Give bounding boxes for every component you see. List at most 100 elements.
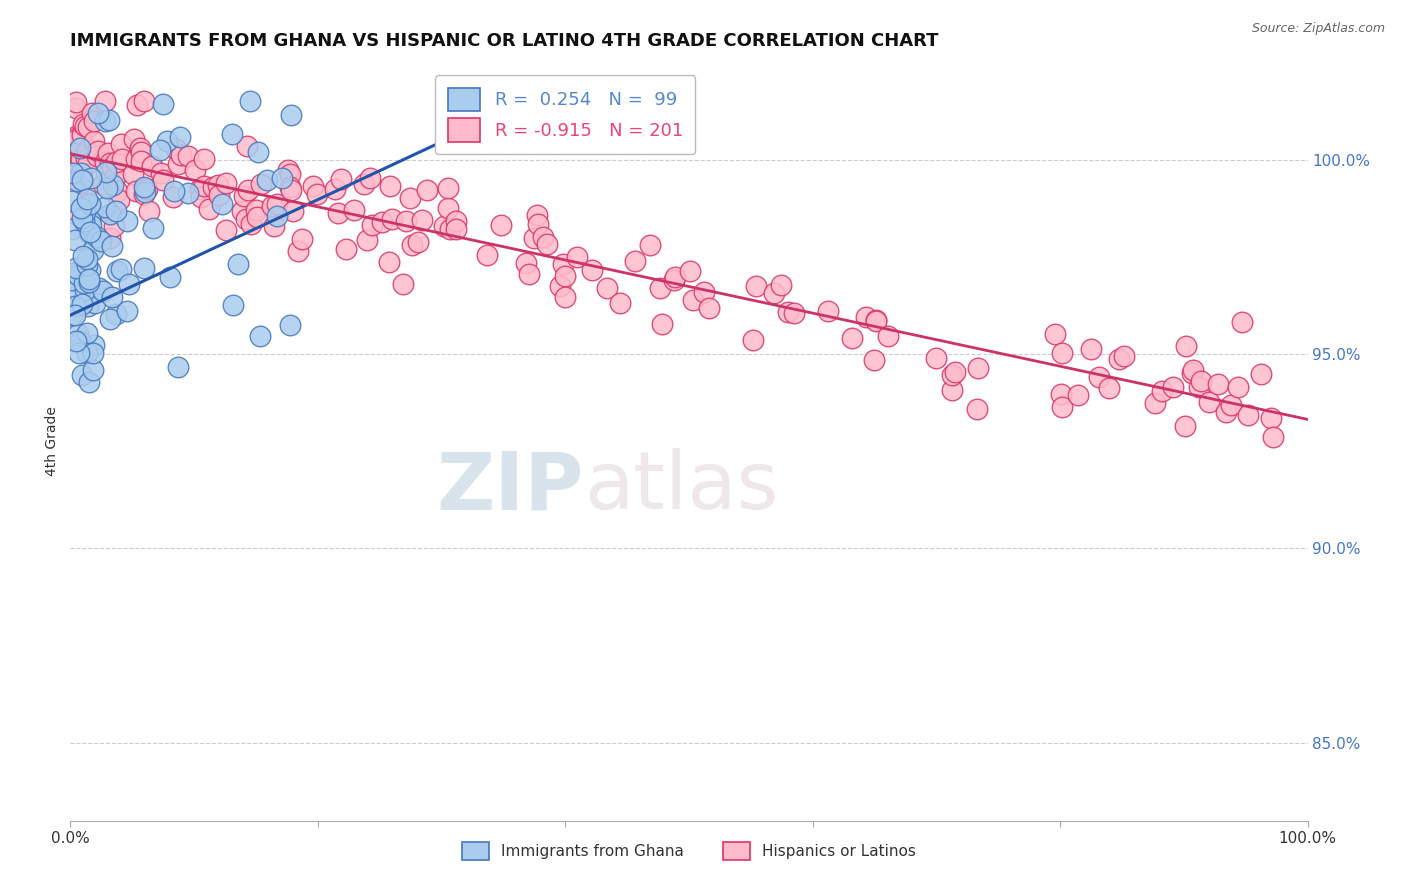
Point	[79, 225, 101, 239]
Point	[370, 215, 392, 229]
Point	[87, 144, 110, 158]
Point	[693, 285, 716, 299]
Point	[381, 212, 404, 227]
Point	[1182, 363, 1205, 377]
Point	[378, 255, 401, 269]
Point	[66, 327, 89, 342]
Point	[1181, 366, 1204, 380]
Point	[411, 213, 433, 227]
Point	[280, 182, 302, 196]
Point	[876, 328, 898, 343]
Point	[1250, 367, 1272, 381]
Point	[97, 146, 120, 161]
Point	[1206, 377, 1229, 392]
Point	[437, 202, 460, 216]
Point	[215, 223, 238, 237]
Point	[1220, 398, 1243, 412]
Point	[211, 196, 233, 211]
Point	[62, 221, 84, 235]
Point	[75, 260, 97, 274]
Point	[131, 154, 153, 169]
Point	[1232, 315, 1254, 329]
Point	[79, 276, 101, 290]
Point	[80, 218, 103, 232]
Point	[439, 222, 461, 236]
Point	[201, 180, 224, 194]
Point	[93, 200, 115, 214]
Point	[198, 202, 221, 217]
Point	[138, 203, 160, 218]
Point	[489, 218, 512, 232]
Point	[943, 365, 966, 379]
Point	[190, 190, 212, 204]
Point	[96, 180, 118, 194]
Point	[101, 239, 124, 253]
Point	[263, 219, 285, 233]
Point	[342, 202, 364, 217]
Point	[83, 296, 105, 310]
Point	[70, 201, 93, 215]
Point	[70, 368, 93, 383]
Point	[817, 303, 839, 318]
Point	[76, 346, 98, 360]
Point	[105, 184, 128, 198]
Point	[80, 171, 103, 186]
Point	[94, 114, 117, 128]
Point	[87, 281, 110, 295]
Point	[239, 95, 262, 109]
Point	[80, 203, 103, 218]
Point	[236, 138, 259, 153]
Point	[1108, 351, 1130, 366]
Point	[105, 155, 128, 169]
Point	[76, 143, 98, 157]
Point	[94, 154, 117, 169]
Point	[79, 263, 101, 277]
Point	[97, 113, 120, 128]
Point	[63, 233, 86, 247]
Point	[80, 227, 103, 241]
Point	[226, 257, 249, 271]
Point	[73, 276, 96, 290]
Point	[100, 206, 122, 220]
Point	[105, 264, 128, 278]
Point	[86, 149, 108, 163]
Point	[1050, 346, 1073, 360]
Point	[1215, 404, 1237, 418]
Legend: Immigrants from Ghana, Hispanics or Latinos: Immigrants from Ghana, Hispanics or Lati…	[456, 836, 922, 866]
Point	[250, 178, 273, 192]
Point	[73, 119, 96, 133]
Point	[638, 237, 661, 252]
Point	[697, 301, 720, 316]
Point	[648, 281, 671, 295]
Point	[302, 179, 325, 194]
Point	[73, 213, 96, 227]
Point	[232, 189, 254, 203]
Point	[65, 334, 87, 349]
Point	[356, 233, 378, 247]
Point	[67, 268, 90, 283]
Point	[90, 234, 112, 248]
Point	[280, 180, 302, 194]
Point	[110, 262, 132, 277]
Point	[76, 252, 98, 267]
Point	[134, 179, 156, 194]
Point	[548, 278, 571, 293]
Point	[70, 297, 93, 311]
Point	[662, 273, 685, 287]
Point	[177, 186, 200, 200]
Point	[277, 163, 299, 178]
Point	[76, 259, 98, 273]
Point	[162, 189, 184, 203]
Point	[129, 145, 152, 159]
Point	[132, 260, 155, 275]
Point	[65, 146, 87, 161]
Point	[433, 219, 456, 233]
Point	[60, 308, 83, 322]
Point	[62, 282, 84, 296]
Point	[444, 221, 467, 235]
Point	[624, 254, 647, 268]
Point	[609, 295, 631, 310]
Point	[73, 283, 96, 297]
Point	[77, 375, 100, 389]
Text: atlas: atlas	[583, 448, 778, 526]
